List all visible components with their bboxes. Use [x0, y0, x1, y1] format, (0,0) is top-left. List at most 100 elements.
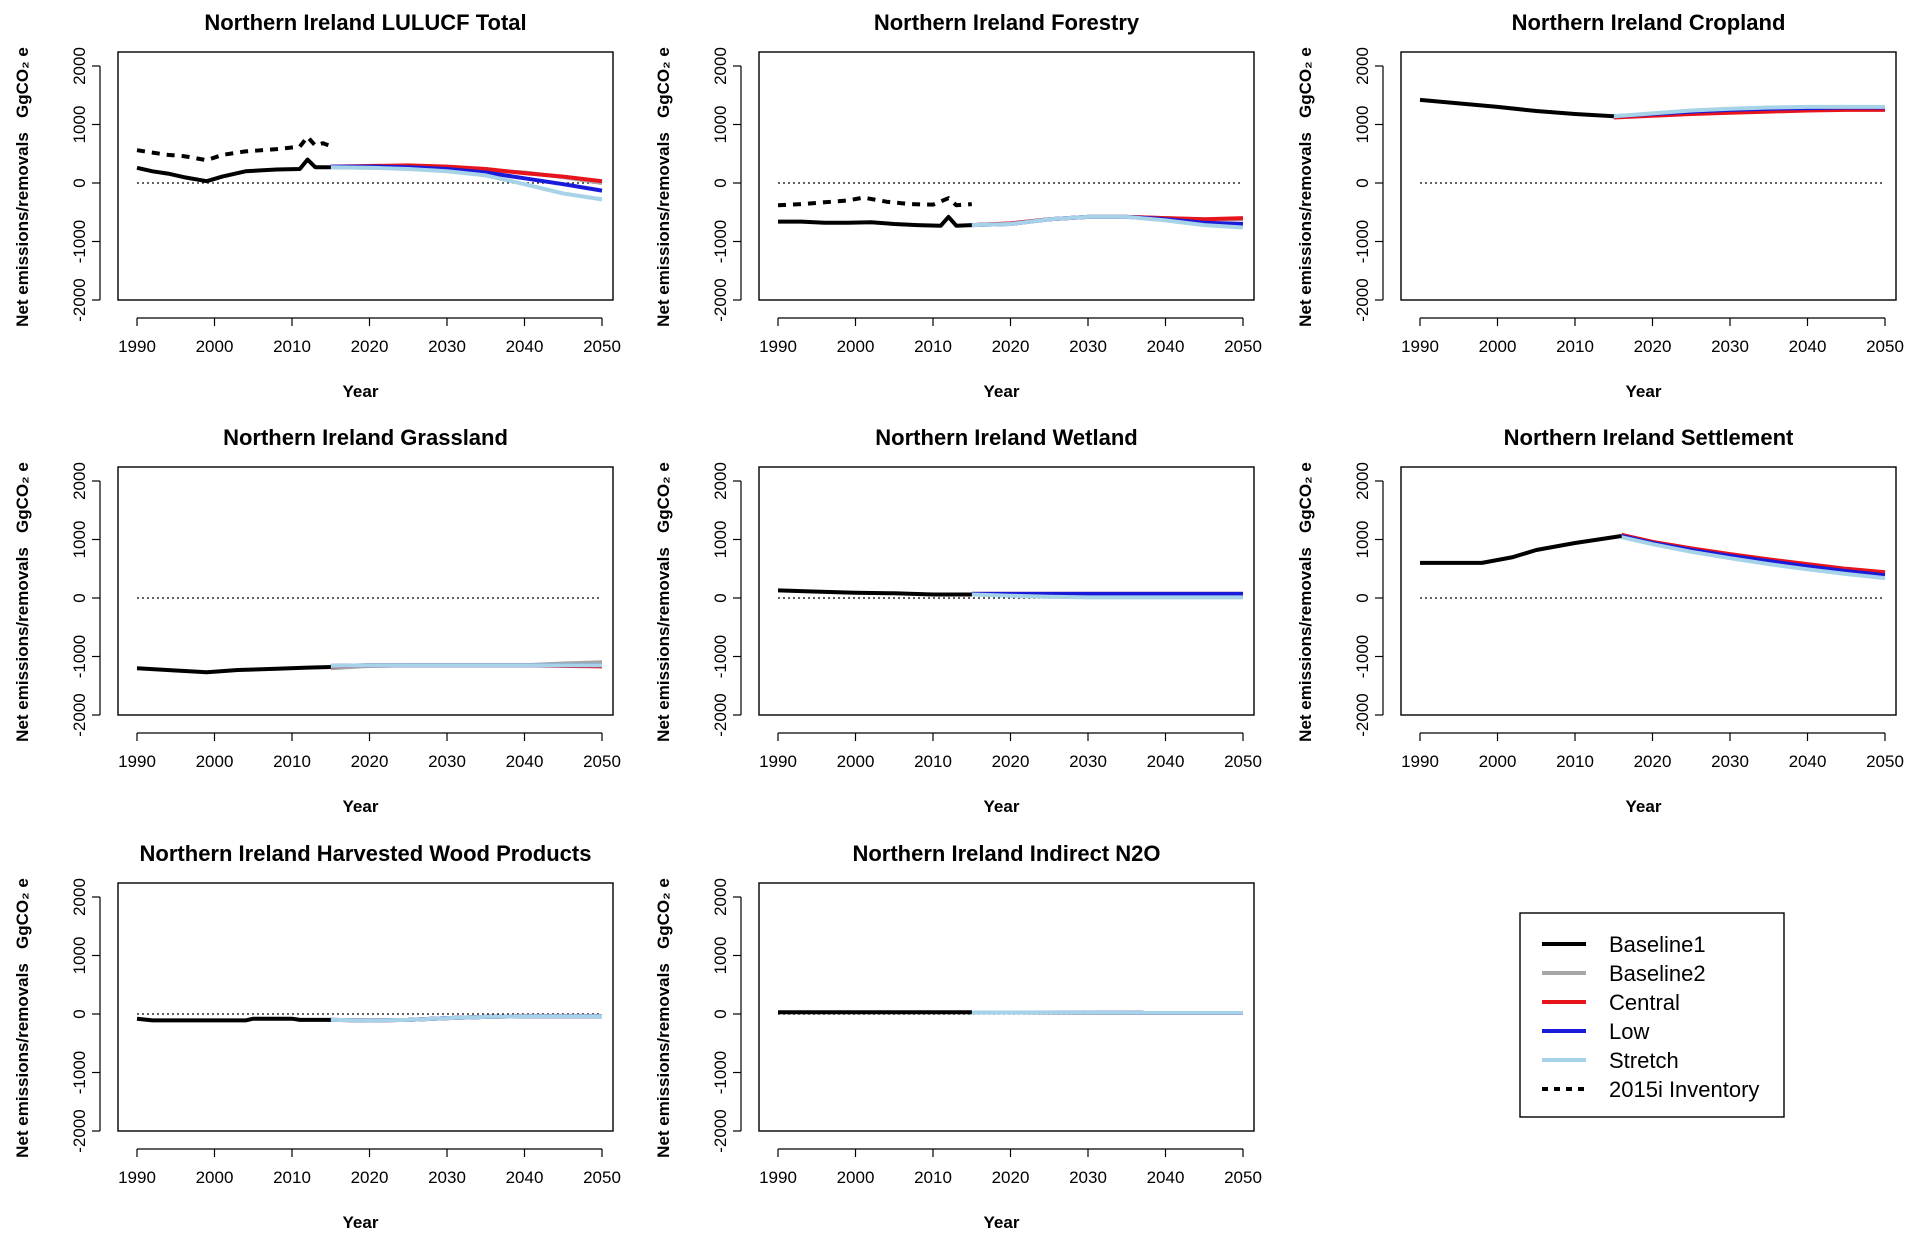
y-tick-label: -2000: [70, 278, 89, 321]
series-line-baseline1: [1419, 97, 1614, 119]
x-tick-label: 2030: [1069, 1168, 1107, 1187]
series-line-2015i-inventory: [777, 195, 972, 208]
x-tick-label: 2020: [351, 1168, 389, 1187]
series-line-stretch: [971, 592, 1243, 600]
x-axis-label: Year: [343, 1213, 379, 1232]
chart-panel-indirect-n2o: Northern Ireland Indirect N2O -2000 -1000 0…: [654, 841, 1262, 1232]
y-tick-label: 1000: [711, 521, 730, 559]
y-tick-label: -2000: [70, 1109, 89, 1152]
x-tick-label: 1990: [1401, 752, 1439, 771]
x-tick-label: 2020: [351, 752, 389, 771]
y-axis-label: Net emissions/removals GgCO₂ e: [654, 47, 673, 327]
y-tick-label: 2000: [711, 462, 730, 500]
series-line-stretch: [1621, 535, 1886, 581]
series-line-baseline1: [136, 665, 331, 675]
panel-title: Northern Ireland LULUCF Total: [204, 10, 526, 35]
x-tick-label: 2010: [273, 752, 311, 771]
series-line-central: [1621, 532, 1886, 575]
x-tick-label: 2020: [992, 752, 1030, 771]
x-tick-label: 2040: [1789, 752, 1827, 771]
y-axis-label: Net emissions/removals GgCO₂ e: [13, 462, 32, 742]
x-tick-label: 2050: [1224, 752, 1262, 771]
x-tick-label: 2010: [273, 1168, 311, 1187]
x-axis-label: Year: [1626, 382, 1662, 401]
plot-frame: [758, 51, 1255, 301]
x-tick-label: 2010: [914, 752, 952, 771]
x-tick-label: 2040: [1789, 337, 1827, 356]
legend-label-baseline2: Baseline2: [1609, 961, 1706, 986]
x-tick-label: 2050: [583, 1168, 621, 1187]
y-tick-label: 0: [711, 178, 730, 187]
x-tick-label: 2040: [506, 1168, 544, 1187]
x-tick-label: 2030: [1711, 337, 1749, 356]
y-tick-label: 0: [70, 178, 89, 187]
y-tick-label: 1000: [1353, 106, 1372, 144]
series-line-stretch: [330, 1014, 602, 1023]
x-tick-label: 2040: [506, 752, 544, 771]
x-tick-label: 2000: [1479, 337, 1517, 356]
y-tick-label: 0: [711, 593, 730, 602]
series-line-baseline1: [136, 1016, 331, 1023]
series-line-stretch: [330, 663, 602, 668]
x-tick-label: 2050: [583, 337, 621, 356]
y-tick-label: 2000: [711, 878, 730, 916]
legend-label-stretch: Stretch: [1609, 1048, 1679, 1073]
y-tick-label: 0: [70, 593, 89, 602]
y-tick-label: 0: [70, 1009, 89, 1018]
x-tick-label: 2020: [1634, 752, 1672, 771]
x-tick-label: 2000: [837, 337, 875, 356]
x-tick-label: 2000: [837, 1168, 875, 1187]
y-axis-label: Net emissions/removals GgCO₂ e: [1296, 47, 1315, 327]
x-tick-label: 2050: [583, 752, 621, 771]
panel-title: Northern Ireland Grassland: [223, 425, 508, 450]
x-tick-label: 2030: [1069, 752, 1107, 771]
series-line-baseline1: [136, 157, 331, 184]
chart-panel-grassland: Northern Ireland Grassland -2000 -1000 0 100…: [13, 425, 621, 816]
series-line-stretch: [330, 165, 603, 202]
plot-frame: [758, 882, 1255, 1132]
legend-label-baseline1: Baseline1: [1609, 932, 1706, 957]
y-tick-label: -1000: [70, 220, 89, 263]
chart-panel-forestry: Northern Ireland Forestry -2000 -1000 0 1000…: [654, 10, 1262, 401]
y-tick-label: 0: [1353, 593, 1372, 602]
x-axis-label: Year: [984, 382, 1020, 401]
x-tick-label: 2020: [1634, 337, 1672, 356]
x-tick-label: 1990: [759, 752, 797, 771]
panel-title: Northern Ireland Settlement: [1504, 425, 1794, 450]
x-tick-label: 1990: [1401, 337, 1439, 356]
y-tick-label: -1000: [711, 220, 730, 263]
chart-panel-settlement: Northern Ireland Settlement -2000 -1000 0 10…: [1296, 425, 1904, 816]
y-axis-label: Net emissions/removals GgCO₂ e: [13, 47, 32, 327]
legend-label-central: Central: [1609, 990, 1680, 1015]
x-tick-label: 2040: [506, 337, 544, 356]
y-tick-label: -1000: [1353, 220, 1372, 263]
y-tick-label: 1000: [1353, 521, 1372, 559]
y-axis-label: Net emissions/removals GgCO₂ e: [654, 462, 673, 742]
chart-panel-cropland: Northern Ireland Cropland -2000 -1000 0 1000…: [1296, 10, 1904, 401]
y-tick-label: 2000: [1353, 47, 1372, 85]
x-tick-label: 2000: [1479, 752, 1517, 771]
y-axis-label: Net emissions/removals GgCO₂ e: [654, 878, 673, 1158]
plot-frame: [758, 466, 1255, 716]
y-tick-label: 2000: [711, 47, 730, 85]
y-tick-label: -1000: [70, 635, 89, 678]
y-tick-label: 1000: [711, 106, 730, 144]
y-tick-label: 1000: [70, 521, 89, 559]
plot-frame: [1400, 466, 1897, 716]
series-line-stretch: [1613, 104, 1885, 119]
y-tick-label: 2000: [70, 47, 89, 85]
x-tick-label: 2020: [351, 337, 389, 356]
x-axis-label: Year: [343, 382, 379, 401]
x-tick-label: 2010: [914, 1168, 952, 1187]
x-tick-label: 2040: [1147, 337, 1185, 356]
y-tick-label: -2000: [1353, 278, 1372, 321]
panel-title: Northern Ireland Wetland: [875, 425, 1137, 450]
panel-title: Northern Ireland Forestry: [874, 10, 1140, 35]
y-tick-label: 1000: [70, 937, 89, 975]
y-tick-label: -2000: [1353, 693, 1372, 736]
chart-panel-lulucf-total: Northern Ireland LULUCF Total -2000 -1000 0…: [13, 10, 621, 401]
x-tick-label: 2050: [1224, 1168, 1262, 1187]
x-tick-label: 2050: [1866, 337, 1904, 356]
x-tick-label: 2030: [428, 1168, 466, 1187]
